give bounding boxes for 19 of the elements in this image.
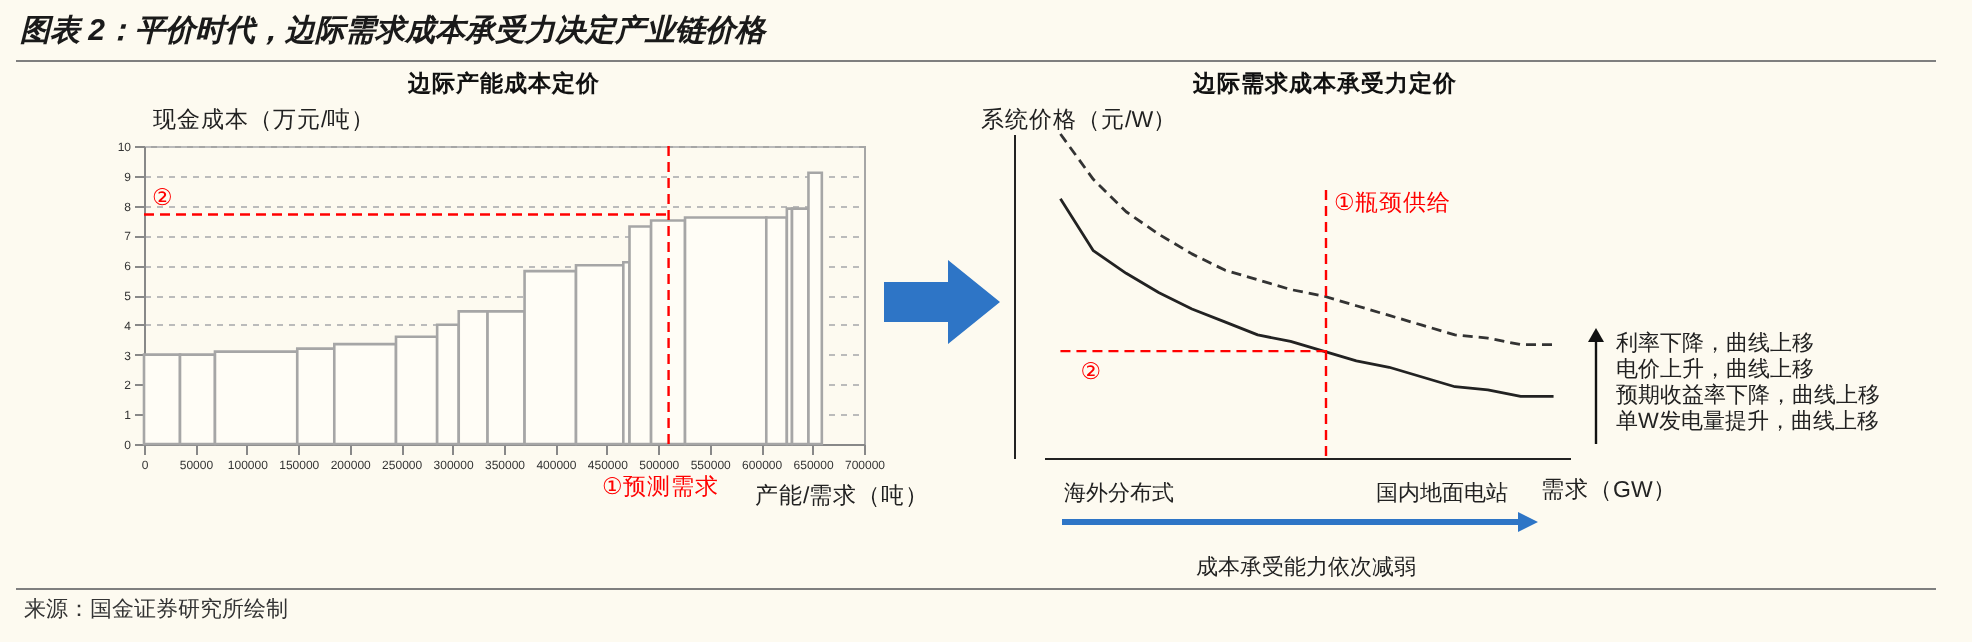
text: 单W发电量提升，曲线上移 <box>1616 408 1879 436</box>
text: 预期收益率下降，曲线上移 <box>1616 381 1880 410</box>
text: 成本承受能力依次减弱 <box>1196 553 1416 582</box>
text: ①预测需求 <box>602 473 719 502</box>
text: 利率下降，曲线上移 <box>1616 329 1814 358</box>
text: 海外分布式 <box>1064 480 1174 508</box>
x-axis-title: 产能/需求（吨） <box>755 481 930 509</box>
annotation: ② <box>1080 361 1102 386</box>
x-axis-title: 需求（GW） <box>1541 477 1677 503</box>
annotation: ①瓶颈供给 <box>1334 189 1451 218</box>
text: 电价上升，曲线上移 <box>1616 356 1814 383</box>
chart-title: 边际需求成本承受力定价 <box>1191 69 1459 97</box>
y-axis-title: 系统价格（元/W） <box>981 105 1178 133</box>
text: 国内地面电站 <box>1376 480 1508 508</box>
y-axis-title: 现金成本（万元/吨） <box>153 107 376 133</box>
annotation: ② <box>152 186 173 211</box>
chart-title: 边际产能成本定价 <box>406 69 602 97</box>
source-note: 来源：国金证券研究所绘制 <box>24 595 288 624</box>
text: 图表 2：平价时代，边际需求成本承受力决定产业链价格 <box>20 12 766 50</box>
